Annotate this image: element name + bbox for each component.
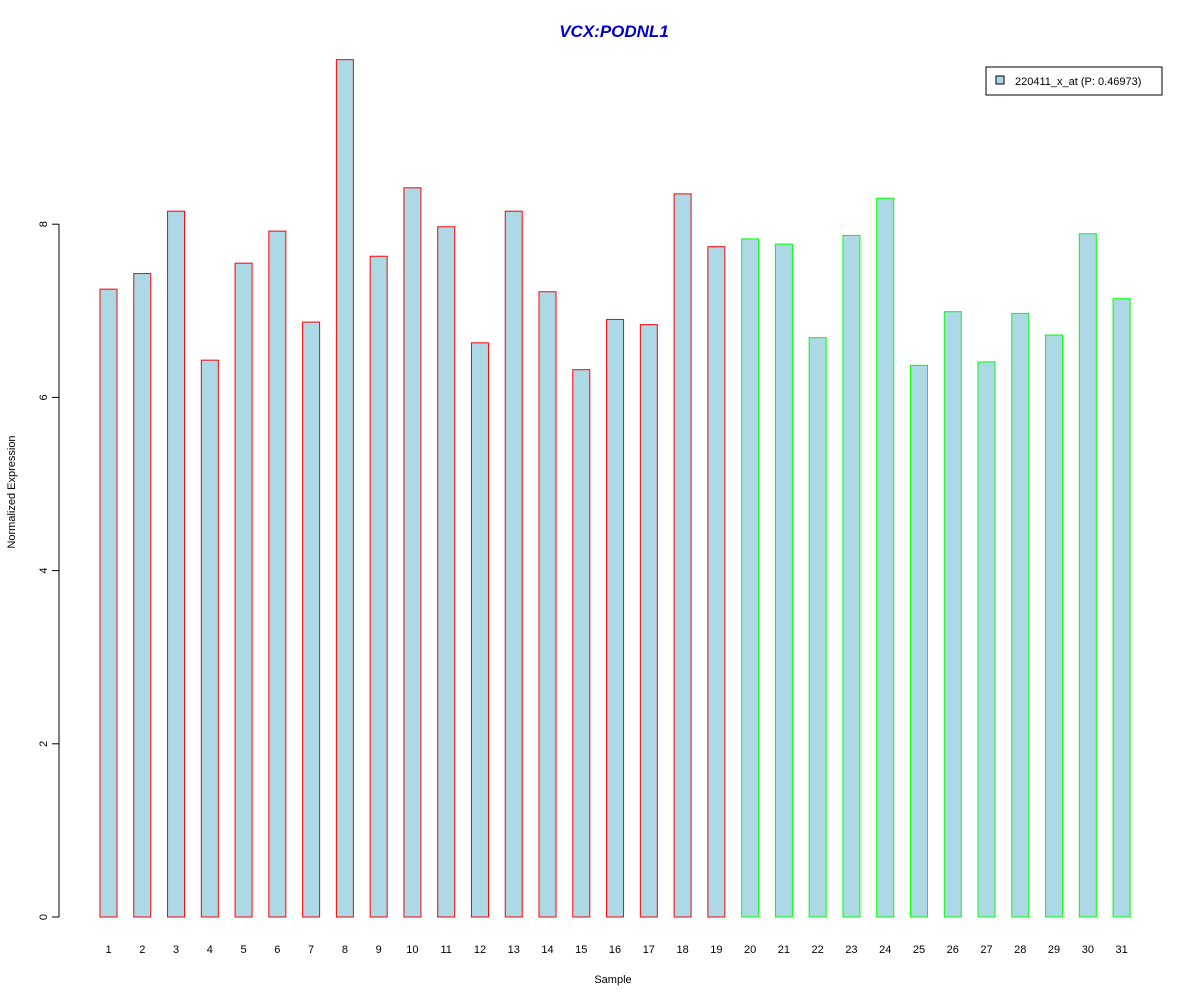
x-tick-label: 30 [1082, 944, 1094, 956]
x-tick-label: 29 [1048, 944, 1060, 956]
x-tick-label: 14 [541, 944, 553, 956]
bar-sample-30 [1078, 233, 1097, 918]
legend-swatch [995, 75, 1005, 85]
bar-sample-1 [99, 288, 118, 918]
x-tick-label: 25 [913, 944, 925, 956]
bar-sample-21 [774, 243, 793, 918]
x-tick-label: 24 [879, 944, 891, 956]
bar-sample-24 [876, 197, 895, 918]
bar-sample-3 [167, 210, 186, 918]
bar-sample-27 [977, 361, 996, 918]
bar-sample-12 [470, 342, 489, 918]
bar-sample-20 [741, 238, 760, 918]
y-tick-label: 0 [38, 914, 50, 920]
bar-sample-17 [639, 324, 658, 918]
bar-sample-18 [673, 193, 692, 918]
y-axis-label: Normalized Expression [6, 435, 18, 548]
x-tick-label: 16 [609, 944, 621, 956]
x-tick-label: 2 [139, 944, 145, 956]
bar-sample-29 [1045, 334, 1064, 918]
y-tick-label: 4 [38, 568, 50, 574]
bar-sample-28 [1011, 312, 1030, 918]
x-tick-label: 7 [308, 944, 314, 956]
legend-entry-label: 220411_x_at (P: 0.46973) [1015, 76, 1141, 88]
x-tick-label: 20 [744, 944, 756, 956]
bar-sample-22 [808, 337, 827, 918]
x-tick-label: 22 [812, 944, 824, 956]
x-tick-label: 9 [376, 944, 382, 956]
bar-sample-8 [335, 59, 354, 918]
y-tick-label: 6 [38, 394, 50, 400]
x-tick-label: 5 [241, 944, 247, 956]
x-tick-label: 11 [440, 944, 451, 956]
bars-group [99, 59, 1131, 918]
bar-sample-4 [200, 359, 219, 918]
y-axis: 0 2 4 6 8 [38, 221, 60, 920]
x-tick-label: 10 [406, 944, 418, 956]
chart-title: VCX:PODNL1 [559, 22, 669, 41]
bar-sample-26 [943, 311, 962, 918]
bar-sample-10 [403, 187, 422, 918]
legend: 220411_x_at (P: 0.46973) [985, 66, 1163, 96]
x-tick-label: 18 [676, 944, 688, 956]
x-tick-label: 13 [508, 944, 520, 956]
bar-sample-23 [842, 234, 861, 918]
x-tick-label: 17 [643, 944, 655, 956]
x-tick-label: 15 [575, 944, 587, 956]
bar-sample-31 [1112, 298, 1131, 918]
bar-sample-7 [302, 321, 321, 918]
x-tick-label: 21 [778, 944, 790, 956]
x-axis-label: Sample [594, 974, 631, 986]
bar-sample-13 [504, 210, 523, 918]
x-tick-label: 6 [274, 944, 280, 956]
bar-sample-2 [133, 273, 152, 918]
x-tick-label: 8 [342, 944, 348, 956]
x-tick-label: 1 [105, 944, 111, 956]
x-tick-label: 19 [710, 944, 722, 956]
x-tick-label: 4 [207, 944, 213, 956]
bar-sample-6 [268, 230, 287, 918]
y-tick-label: 8 [38, 221, 50, 227]
x-tick-label: 26 [947, 944, 959, 956]
bar-sample-5 [234, 262, 253, 918]
y-tick-label: 2 [38, 741, 50, 747]
legend-box [985, 66, 1163, 96]
x-tick-label: 23 [845, 944, 857, 956]
x-tick-label: 28 [1014, 944, 1026, 956]
x-tick-label: 3 [173, 944, 179, 956]
bar-sample-15 [572, 369, 591, 918]
x-tick-label: 12 [474, 944, 486, 956]
bar-sample-19 [707, 246, 726, 918]
bar-sample-11 [437, 226, 456, 918]
x-axis-tick-labels: 1 2 3 4 5 6 7 8 9 10 11 12 13 14 15 16 17 18 19 20 21 22 23 24 2… [105, 944, 1127, 956]
x-tick-label: 31 [1115, 944, 1127, 956]
bar-sample-25 [909, 364, 928, 918]
x-tick-label: 27 [980, 944, 992, 956]
bar-sample-14 [538, 291, 557, 918]
bar-sample-9 [369, 255, 388, 918]
bar-sample-16 [606, 318, 625, 918]
